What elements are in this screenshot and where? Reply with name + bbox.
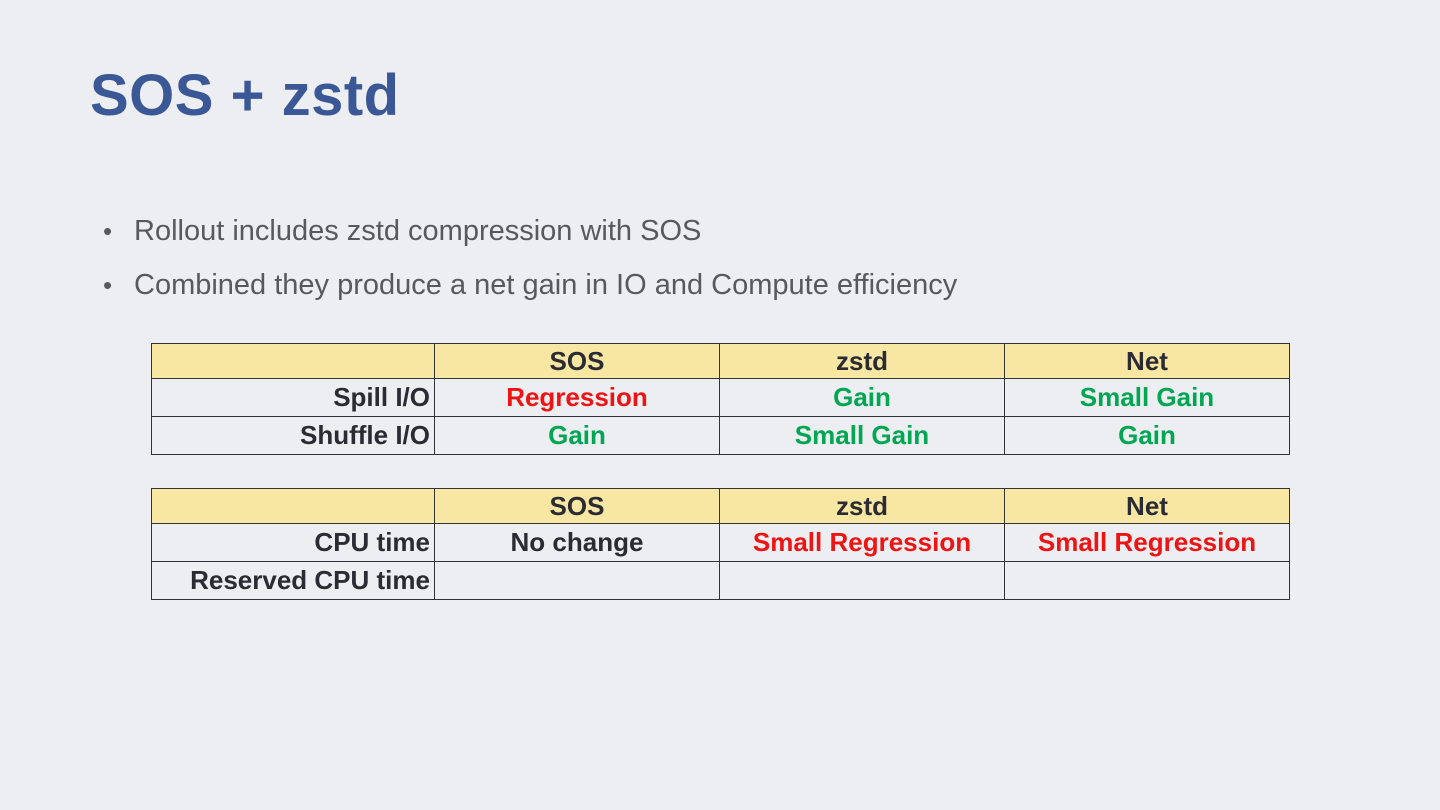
row-label: CPU time (151, 523, 435, 562)
table-header-row: SOS zstd Net (151, 488, 1290, 524)
header-cell-zstd: zstd (719, 488, 1005, 524)
bullet-icon: • (103, 270, 113, 300)
header-cell-net: Net (1004, 488, 1290, 524)
header-cell-zstd: zstd (719, 343, 1005, 379)
header-cell-net: Net (1004, 343, 1290, 379)
table-row-reserved-cpu-time: Reserved CPU time (151, 561, 1290, 600)
page-title: SOS + zstd (90, 63, 400, 128)
bullet-item: • Combined they produce a net gain in IO… (103, 268, 957, 302)
table-header-row: SOS zstd Net (151, 343, 1290, 379)
table-cell: Small Regression (1004, 523, 1290, 562)
header-cell-blank (151, 343, 435, 379)
bullet-item: • Rollout includes zstd compression with… (103, 214, 957, 248)
bullet-list: • Rollout includes zstd compression with… (103, 214, 957, 322)
table-cell: Gain (1004, 416, 1290, 455)
table-row-shuffle-io: Shuffle I/O Gain Small Gain Gain (151, 416, 1290, 455)
row-label: Reserved CPU time (151, 561, 435, 600)
compute-efficiency-table: SOS zstd Net CPU time No change Small Re… (151, 488, 1290, 600)
table-cell (434, 561, 720, 600)
table-cell: Gain (719, 378, 1005, 417)
table-row-spill-io: Spill I/O Regression Gain Small Gain (151, 378, 1290, 417)
table-cell: No change (434, 523, 720, 562)
header-cell-sos: SOS (434, 343, 720, 379)
bullet-text: Combined they produce a net gain in IO a… (134, 269, 958, 301)
table-cell: Small Regression (719, 523, 1005, 562)
bullet-text: Rollout includes zstd compression with S… (134, 215, 702, 247)
header-cell-sos: SOS (434, 488, 720, 524)
header-cell-blank (151, 488, 435, 524)
table-cell (719, 561, 1005, 600)
row-label: Spill I/O (151, 378, 435, 417)
bullet-icon: • (103, 216, 113, 246)
io-efficiency-table: SOS zstd Net Spill I/O Regression Gain S… (151, 343, 1290, 455)
table-cell (1004, 561, 1290, 600)
table-row-cpu-time: CPU time No change Small Regression Smal… (151, 523, 1290, 562)
table-cell: Regression (434, 378, 720, 417)
table-cell: Small Gain (719, 416, 1005, 455)
table-cell: Small Gain (1004, 378, 1290, 417)
table-cell: Gain (434, 416, 720, 455)
row-label: Shuffle I/O (151, 416, 435, 455)
